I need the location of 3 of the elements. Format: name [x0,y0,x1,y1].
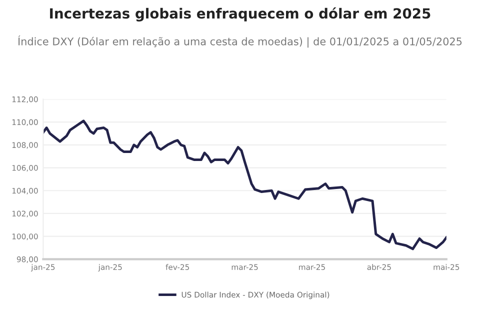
line-series [43,120,446,250]
chart-subtitle: Índice DXY (Dólar em relação a uma cesta de moedas) | de 01/01/2025 a 01/05/2025 [18,36,462,48]
chart-title: Incertezas globais enfraquecem o dólar em 2025 [50,7,430,22]
